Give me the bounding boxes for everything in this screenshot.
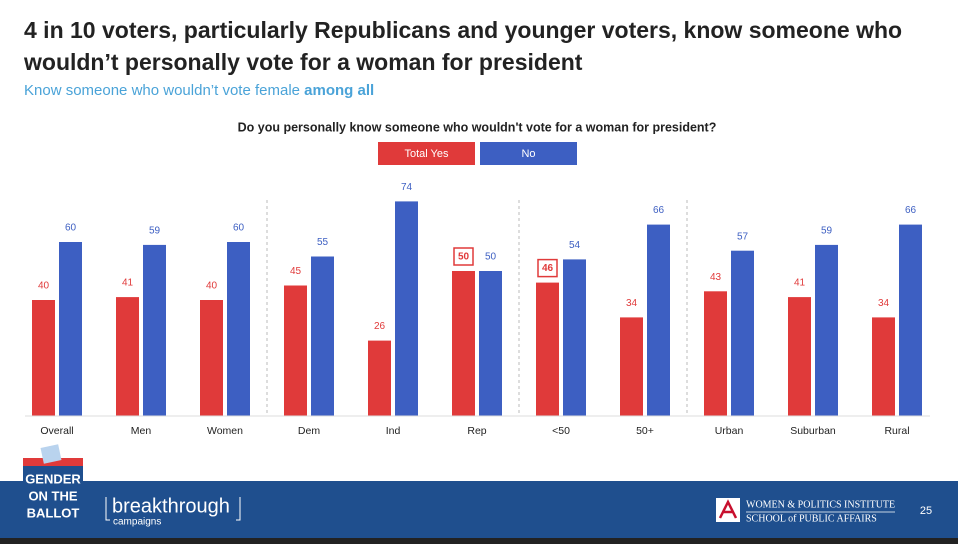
logo-text: ON THE [28, 488, 77, 503]
legend-swatch [378, 142, 475, 165]
bar [536, 282, 559, 416]
logo-text: GENDER [25, 471, 81, 486]
value-label: 43 [710, 272, 722, 283]
value-label: 45 [290, 266, 302, 277]
value-label: 50 [458, 252, 470, 263]
x-tick-label: Urban [715, 425, 744, 437]
page-number: 25 [920, 505, 932, 517]
value-label: 60 [65, 223, 77, 234]
bar [647, 224, 670, 416]
bar [116, 297, 139, 416]
logo-text: BALLOT [27, 505, 80, 520]
logo-ballot [40, 444, 62, 464]
title-line: 4 in 10 voters, particularly Republicans… [24, 17, 902, 43]
subtitle: Know someone who wouldn’t vote female am… [24, 82, 374, 99]
value-label: 57 [737, 231, 749, 242]
bar [395, 201, 418, 416]
value-label: 40 [206, 281, 218, 292]
x-tick-label: <50 [552, 425, 570, 437]
bar [284, 285, 307, 416]
value-label: 54 [569, 240, 581, 251]
institute-logo-mark [718, 499, 738, 519]
value-label: 66 [653, 205, 665, 216]
value-label: 41 [122, 278, 134, 289]
bar [815, 244, 838, 416]
highlight-box [453, 247, 474, 266]
value-label: 34 [626, 298, 638, 309]
bar [32, 300, 55, 416]
bar [731, 250, 754, 416]
value-label: 74 [401, 182, 413, 193]
bar [452, 271, 475, 416]
value-label: 50 [485, 252, 497, 263]
legend-label: No [521, 148, 535, 160]
bar [227, 242, 250, 416]
bar [563, 259, 586, 416]
bar [479, 271, 502, 416]
value-label: 66 [905, 205, 917, 216]
footer-edge [0, 538, 958, 544]
bar [899, 224, 922, 416]
x-tick-label: Overall [40, 425, 73, 437]
value-label: 55 [317, 237, 329, 248]
legend-swatch [480, 142, 577, 165]
bar [620, 317, 643, 416]
value-label: 46 [542, 263, 554, 274]
legend: Total Yes No [378, 142, 577, 165]
value-label: 34 [878, 298, 890, 309]
x-tick-label: Rural [884, 425, 909, 437]
institute: WOMEN & POLITICS INSTITUTE [746, 499, 895, 510]
title-line: wouldn’t personally vote for a woman for… [23, 49, 583, 75]
brand-sub: campaigns [113, 517, 161, 528]
subtitle-emphasis: among all [304, 82, 374, 99]
value-label: 59 [149, 226, 161, 237]
brand: breakthrough [112, 495, 230, 517]
brand-bracket [105, 497, 241, 521]
subtitle-text: Know someone who wouldn’t vote female [24, 82, 300, 99]
x-tick-label: Dem [298, 425, 320, 437]
value-label: 26 [374, 321, 386, 332]
x-tick-label: Suburban [790, 425, 836, 437]
x-tick-label: Men [131, 425, 152, 437]
bar [368, 340, 391, 416]
bar [788, 297, 811, 416]
logo-box [23, 462, 83, 528]
bar [143, 244, 166, 416]
x-tick-label: Ind [386, 425, 401, 437]
school: SCHOOL of PUBLIC AFFAIRS [746, 513, 877, 524]
value-label: 59 [821, 226, 833, 237]
bar [872, 317, 895, 416]
x-tick-label: Women [207, 425, 243, 437]
x-tick-label: Rep [467, 425, 486, 437]
logo-band [23, 458, 83, 466]
highlight-box [537, 258, 558, 278]
value-label: 60 [233, 223, 245, 234]
bar [704, 291, 727, 416]
value-label: 41 [794, 278, 806, 289]
value-label: 40 [38, 281, 50, 292]
plot: Overall 40 60 Men 41 59 Women 40 60 Dem 45 55 Ind 26 7… [25, 182, 930, 437]
chart-question: Do you personally know someone who would… [238, 120, 717, 134]
bar [200, 300, 223, 416]
bar [311, 256, 334, 416]
footer-band [0, 481, 958, 538]
x-tick-label: 50+ [636, 425, 654, 437]
legend-label: Total Yes [404, 148, 449, 160]
bar [59, 242, 82, 416]
